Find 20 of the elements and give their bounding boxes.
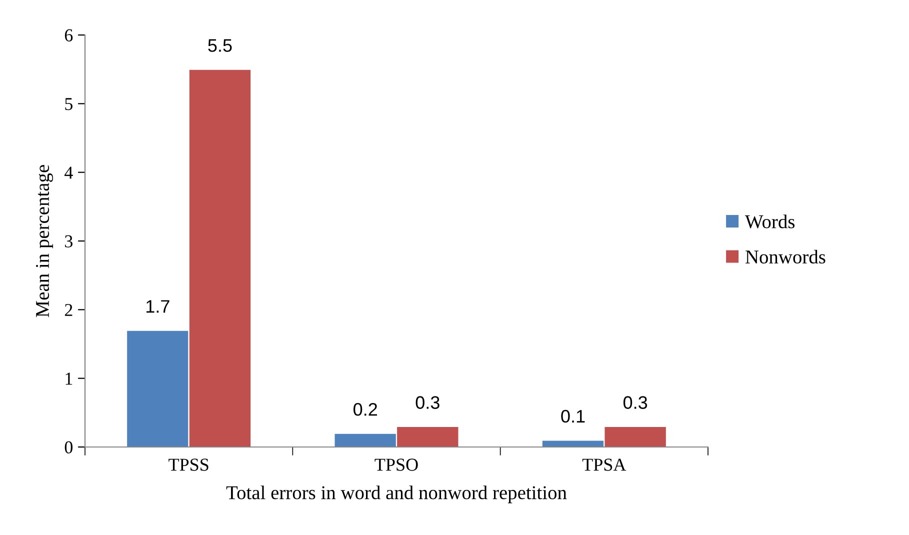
y-tick-label: 1 bbox=[66, 372, 72, 385]
data-label: 0.3 bbox=[623, 396, 648, 409]
y-tick-label: 6 bbox=[64, 29, 73, 42]
y-tick-label: 3 bbox=[65, 235, 72, 248]
x-axis-title: Total errors in word and nonword repetition bbox=[226, 486, 567, 504]
legend-label: Nonwords bbox=[746, 250, 826, 264]
x-tick-label: TPSA bbox=[582, 458, 626, 471]
y-tick-label: 4 bbox=[64, 166, 73, 179]
y-tick-label: 0 bbox=[64, 441, 73, 454]
y-tick-label: 5 bbox=[65, 98, 72, 110]
data-label: 0.3 bbox=[416, 396, 440, 409]
data-label: 1.7 bbox=[146, 300, 170, 313]
x-tick-label: TPSO bbox=[374, 458, 418, 471]
data-label: 0.2 bbox=[354, 403, 377, 416]
x-tick-label: TPSS bbox=[168, 458, 208, 471]
y-tick-label: 2 bbox=[64, 304, 72, 316]
data-label: 0.1 bbox=[561, 410, 585, 423]
data-label: 5.5 bbox=[208, 39, 232, 52]
y-axis-title: Mean in percentage bbox=[36, 165, 54, 318]
legend-label: Words bbox=[744, 214, 795, 228]
